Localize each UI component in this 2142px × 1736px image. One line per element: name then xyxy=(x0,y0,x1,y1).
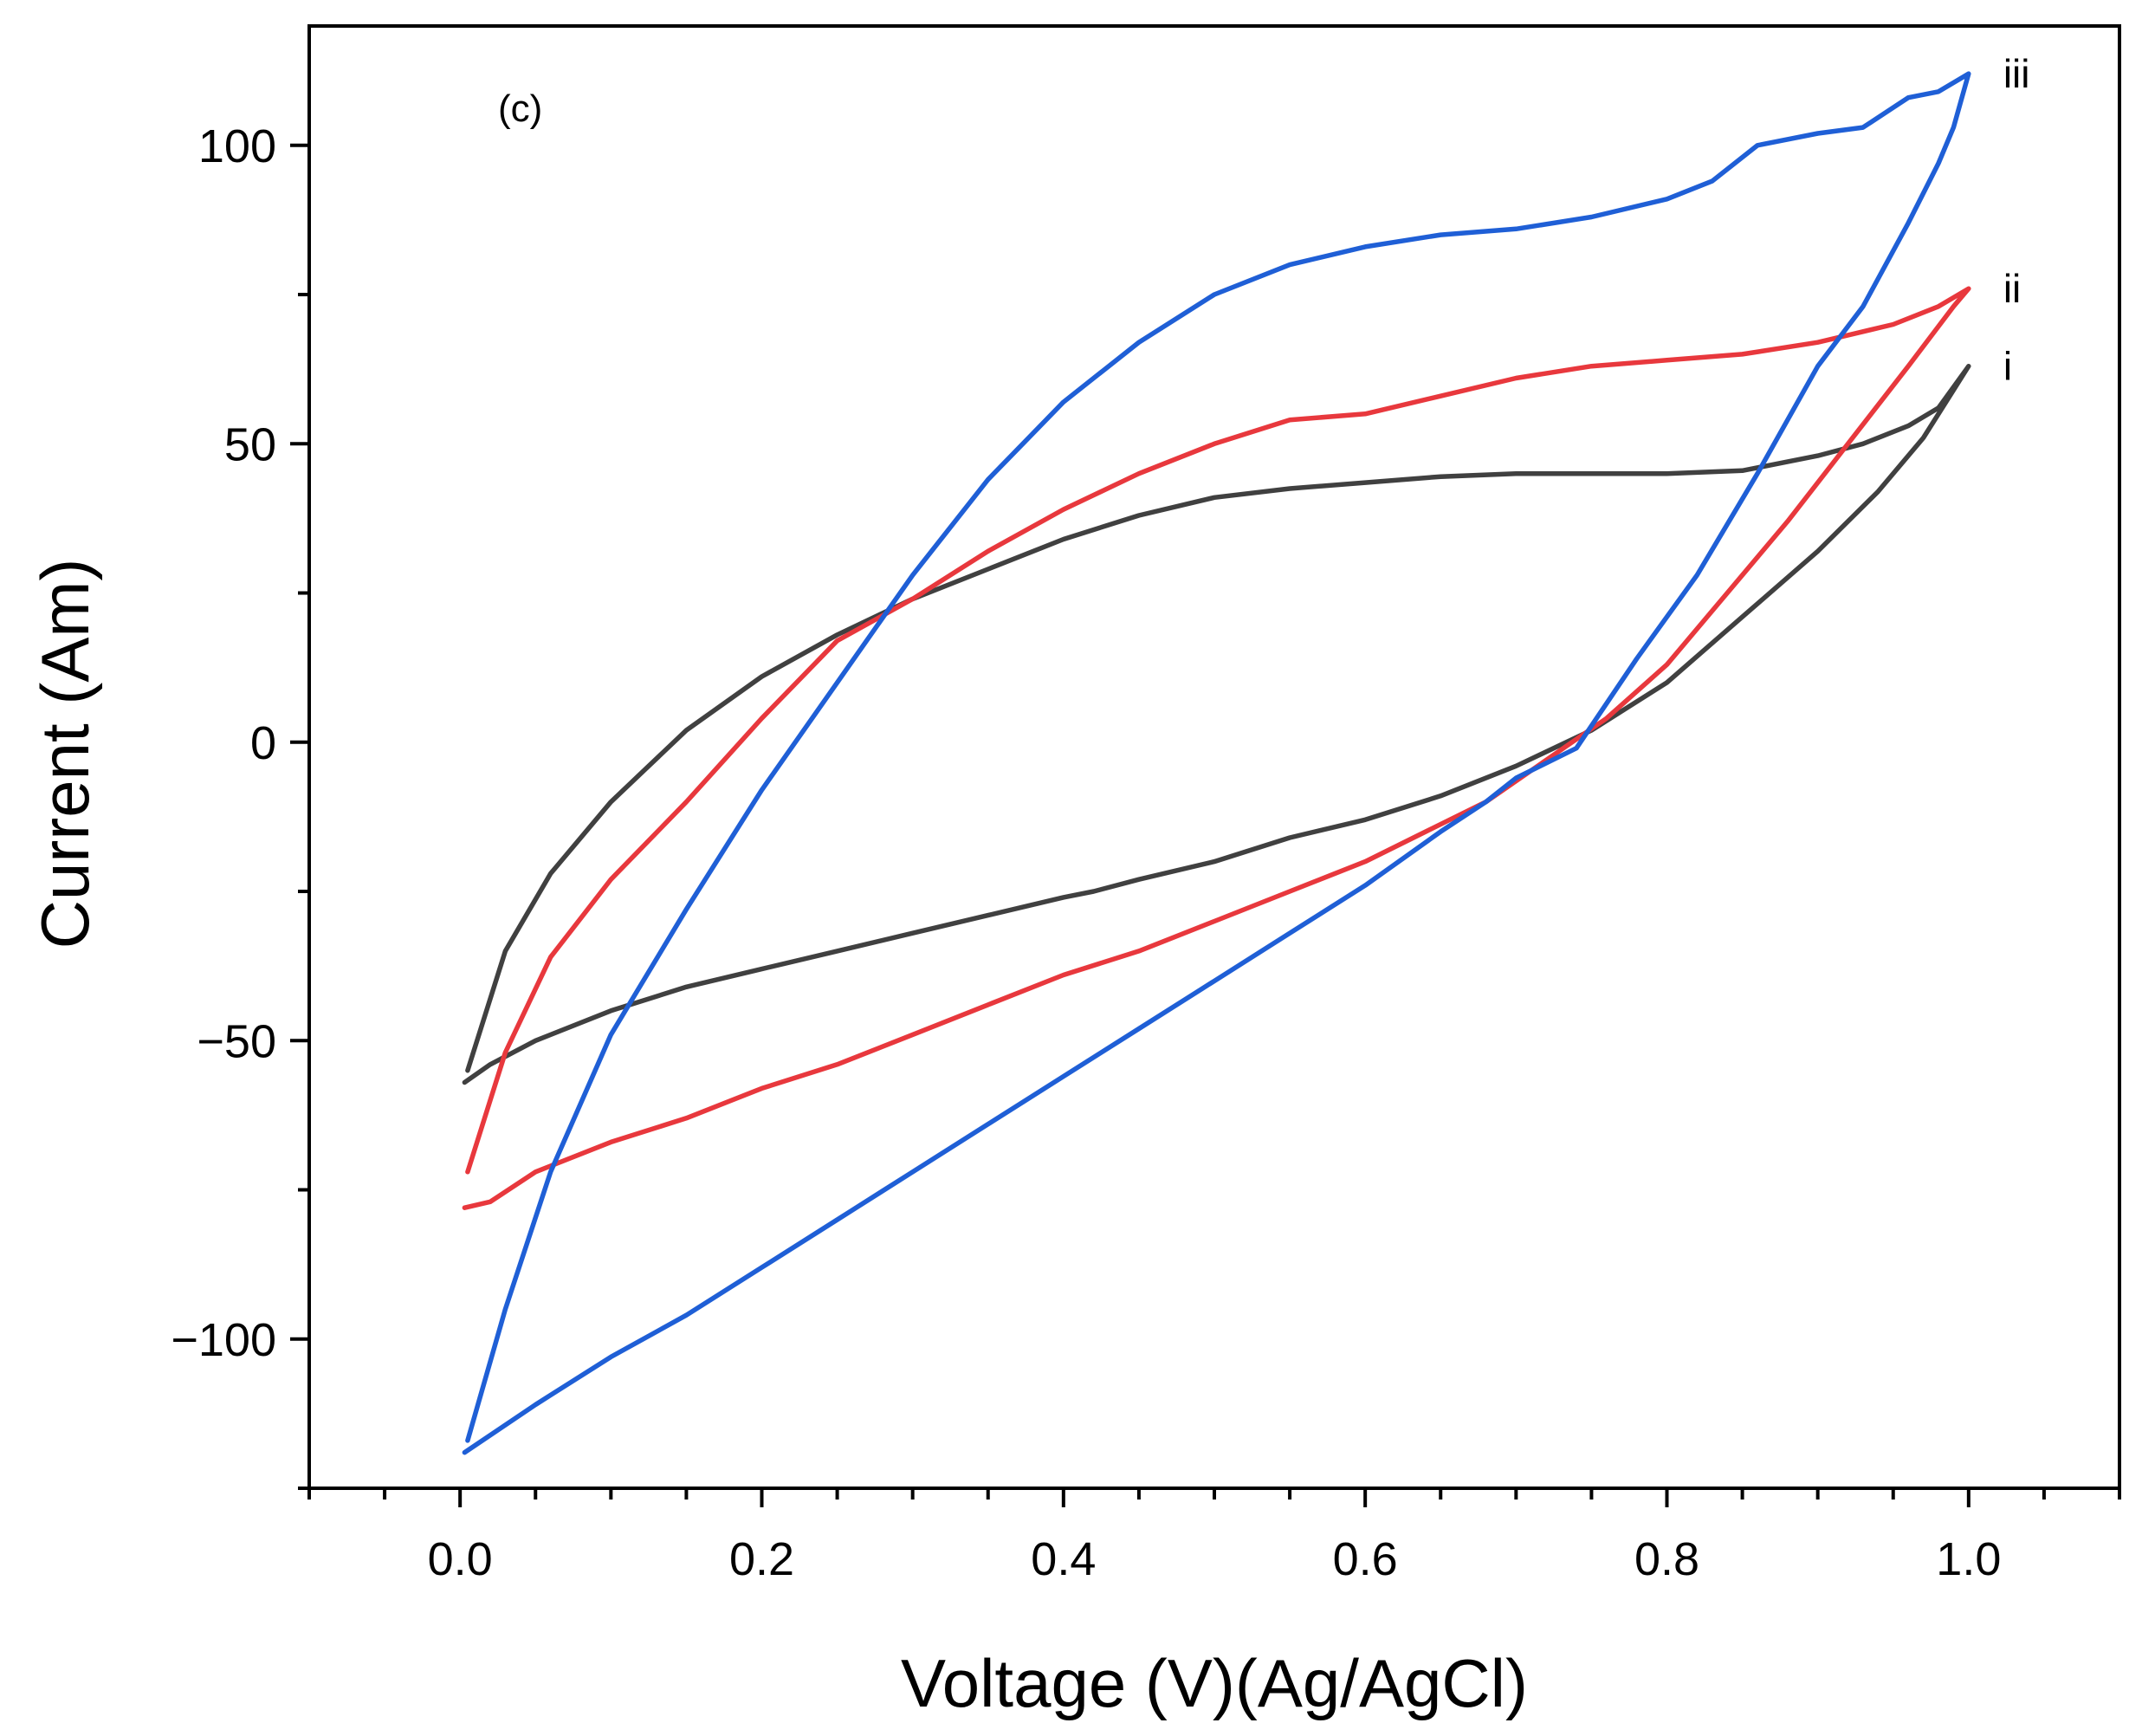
y-tick-label: −50 xyxy=(197,1015,276,1067)
series-line-i xyxy=(462,363,1971,1085)
x-tick-label: 0.2 xyxy=(729,1533,794,1585)
x-tick-label: 0.0 xyxy=(428,1533,493,1585)
series-label-ii: ii xyxy=(2003,266,2021,311)
series-line-iii xyxy=(462,71,1971,1455)
y-tick-label: 100 xyxy=(198,120,276,172)
x-tick-label: 0.6 xyxy=(1333,1533,1398,1585)
series-line-ii xyxy=(462,286,1971,1210)
y-tick-label: 50 xyxy=(224,418,276,470)
y-tick-label: 0 xyxy=(250,717,276,769)
y-tick-label: −100 xyxy=(171,1314,276,1366)
x-axis-title: Voltage (V)(Ag/AgCl) xyxy=(901,1645,1528,1721)
x-tick-label: 1.0 xyxy=(1936,1533,2001,1585)
series-layer xyxy=(462,71,1971,1455)
x-tick-label: 0.8 xyxy=(1634,1533,1699,1585)
panel-annotation: (c) xyxy=(498,87,542,130)
series-label-i: i xyxy=(2003,344,2012,389)
x-tick-label: 0.4 xyxy=(1031,1533,1096,1585)
y-axis-title: Current (Am) xyxy=(27,559,103,949)
x-axis-ticks: 0.0 0.2 0.4 0.6 0.8 1.0 xyxy=(307,1488,2121,1585)
y-axis-ticks: −100 −50 0 50 100 xyxy=(171,120,309,1490)
series-label-iii: iii xyxy=(2003,51,2030,96)
